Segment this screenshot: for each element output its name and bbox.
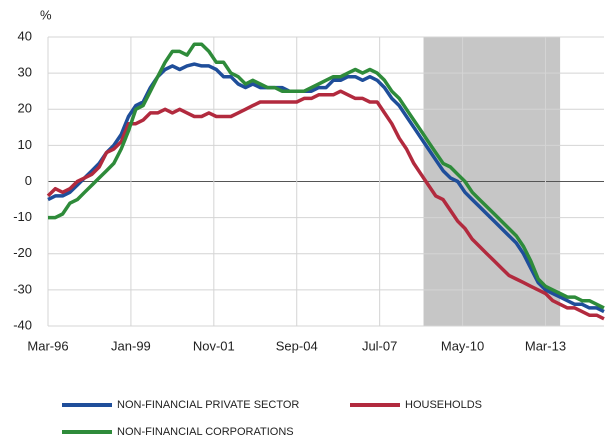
x-tick-label: Jul-07: [362, 338, 397, 353]
y-tick-label: -20: [13, 245, 32, 260]
series-line: [47, 62, 605, 314]
x-tick-label: Sep-04: [276, 338, 318, 353]
legend-label: NON-FINANCIAL PRIVATE SECTOR: [117, 399, 299, 411]
y-tick-label: -40: [13, 317, 32, 332]
y-tick-label: -30: [13, 281, 32, 296]
legend-label: NON-FINANCIAL CORPORATIONS: [117, 426, 294, 438]
x-tick-label: Mar-13: [525, 338, 566, 353]
y-tick-label: 20: [18, 101, 32, 116]
y-tick-label: 0: [25, 173, 32, 188]
series-line: [46, 89, 605, 321]
legend-label: HOUSEHOLDS: [405, 399, 482, 411]
y-tick-label: 40: [18, 28, 32, 43]
x-tick-label: May-10: [441, 338, 484, 353]
y-tick-label: 30: [18, 65, 32, 80]
y-tick-label: -10: [13, 209, 32, 224]
x-tick-label: Jan-99: [111, 338, 151, 353]
series-line: [48, 42, 605, 310]
x-tick-label: Mar-96: [27, 338, 68, 353]
y-tick-label: 10: [18, 137, 32, 152]
y-unit-label: %: [40, 7, 52, 22]
x-tick-label: Nov-01: [193, 338, 235, 353]
